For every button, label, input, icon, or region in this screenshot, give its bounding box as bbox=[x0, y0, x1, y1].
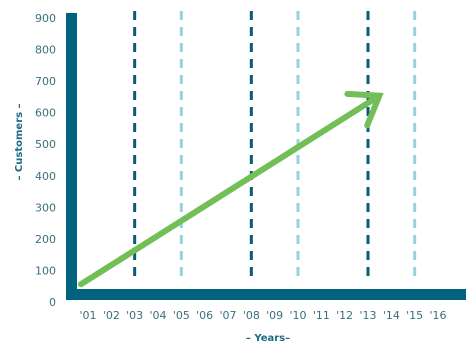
x-tick-label: '02 bbox=[103, 309, 120, 322]
y-tick-label: 500 bbox=[35, 138, 56, 151]
y-tick-label: 0 bbox=[49, 296, 56, 309]
axes bbox=[66, 13, 466, 300]
x-tick-label: '08 bbox=[243, 309, 260, 322]
gridlines bbox=[133, 11, 417, 281]
y-axis-line bbox=[66, 13, 77, 300]
y-tick-label: 900 bbox=[35, 12, 56, 25]
y-tick-label: 400 bbox=[35, 170, 56, 183]
x-tick-label: '12 bbox=[336, 309, 353, 322]
x-tick-label: '14 bbox=[383, 309, 400, 322]
y-tick-label: 200 bbox=[35, 233, 56, 246]
x-tick-label: '07 bbox=[219, 309, 236, 322]
x-tick-labels: '01 '02 '03 '04 '05 '06 '07 '08 '09 '10 '11 '12 '13 '… bbox=[79, 309, 446, 322]
x-tick-label: '03 bbox=[126, 309, 143, 322]
x-tick-label: '11 bbox=[313, 309, 330, 322]
trend-arrowhead bbox=[344, 90, 384, 129]
x-axis-line bbox=[66, 289, 466, 300]
x-tick-label: '16 bbox=[429, 309, 446, 322]
x-axis-title: – Years– bbox=[246, 333, 290, 343]
x-tick-label: '01 bbox=[79, 309, 96, 322]
y-tick-label: 800 bbox=[35, 44, 56, 57]
y-tick-label: 300 bbox=[35, 201, 56, 214]
x-tick-label: '13 bbox=[359, 309, 376, 322]
y-tick-labels: 0 100 200 300 400 500 600 700 800 900 bbox=[35, 12, 56, 309]
x-tick-label: '04 bbox=[149, 309, 166, 322]
trend-series bbox=[78, 90, 384, 288]
x-tick-label: '05 bbox=[173, 309, 190, 322]
y-axis-title: – Customers – bbox=[14, 103, 25, 180]
x-tick-label: '10 bbox=[289, 309, 306, 322]
y-tick-label: 700 bbox=[35, 75, 56, 88]
x-tick-label: '15 bbox=[406, 309, 423, 322]
x-tick-label: '06 bbox=[196, 309, 213, 322]
y-tick-label: 100 bbox=[35, 264, 56, 277]
y-tick-label: 600 bbox=[35, 107, 56, 120]
x-tick-label: '09 bbox=[266, 309, 283, 322]
trend-line bbox=[78, 92, 383, 288]
